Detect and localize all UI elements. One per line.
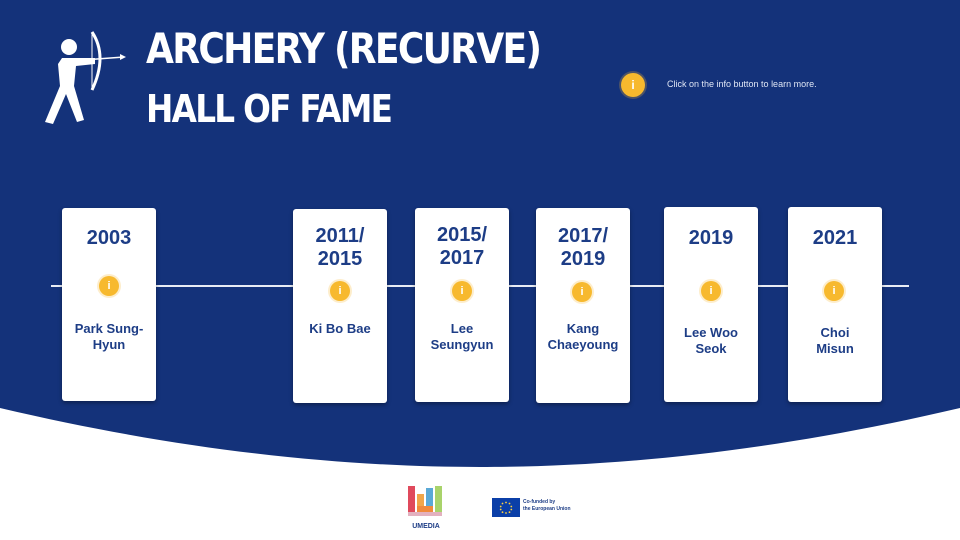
- card-year: 2011/2015: [315, 225, 365, 270]
- timeline-card-2021: 2021 i Choi Misun: [788, 207, 882, 402]
- info-button[interactable]: i: [621, 73, 645, 97]
- timeline-card-2011-2015: 2011/2015 i Ki Bo Bae: [293, 209, 387, 403]
- card-name: Lee Woo Seok: [684, 325, 738, 356]
- info-icon: i: [832, 285, 836, 297]
- info-icon: i: [631, 78, 635, 92]
- card-info-button[interactable]: i: [824, 281, 844, 301]
- card-info-button[interactable]: i: [452, 281, 472, 301]
- card-year: 2019: [688, 227, 734, 249]
- card-name: Kang Chaeyoung: [547, 321, 619, 352]
- info-icon: i: [580, 286, 584, 298]
- eu-flag-icon: [492, 498, 520, 517]
- umedia-logo: UMEDIA: [408, 486, 442, 530]
- card-info-button[interactable]: i: [701, 281, 721, 301]
- card-name: Park Sung- Hyun: [74, 321, 144, 352]
- umedia-label: UMEDIA: [412, 523, 440, 530]
- card-info-button[interactable]: i: [330, 281, 350, 301]
- card-year: 2015/2017: [436, 224, 488, 269]
- card-name: Lee Seungyun: [430, 321, 494, 352]
- card-year: 2017/2019: [557, 225, 609, 270]
- card-info-button[interactable]: i: [572, 282, 592, 302]
- info-icon: i: [460, 285, 464, 297]
- archer-icon: [45, 31, 126, 124]
- page-title: ARCHERY (RECURVE): [146, 24, 542, 73]
- info-icon: i: [338, 285, 342, 297]
- info-icon: i: [107, 280, 111, 292]
- timeline-card-2019: 2019 i Lee Woo Seok: [664, 207, 758, 402]
- timeline-card-2015-2017: 2015/2017 i Lee Seungyun: [415, 208, 509, 402]
- card-year: 2021: [812, 227, 858, 249]
- timeline-card-2017-2019: 2017/2019 i Kang Chaeyoung: [536, 208, 630, 403]
- eu-cofunded-text: Co-funded by the European Union: [523, 499, 571, 512]
- info-icon: i: [709, 285, 713, 297]
- card-year: 2003: [86, 227, 132, 249]
- card-name: Choi Misun: [816, 325, 854, 356]
- card-name: Ki Bo Bae: [309, 321, 371, 336]
- page-subtitle: HALL OF FAME: [146, 87, 393, 131]
- timeline-card-2003: 2003 i Park Sung- Hyun: [62, 208, 156, 401]
- info-hint-text: Click on the info button to learn more.: [667, 79, 817, 89]
- card-info-button[interactable]: i: [99, 276, 119, 296]
